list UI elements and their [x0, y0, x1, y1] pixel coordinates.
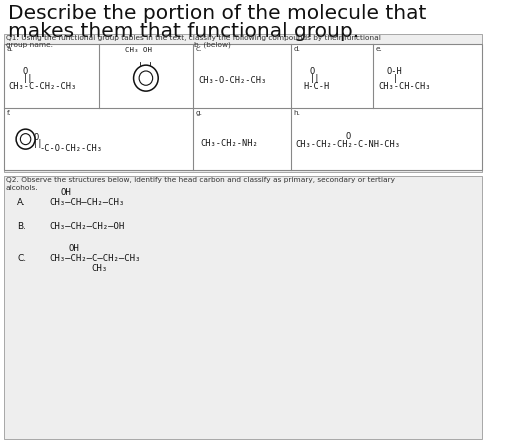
Text: alcohols.: alcohols.: [6, 185, 38, 191]
Text: CH₃-CH₂-CH₂-C-NH-CH₃: CH₃-CH₂-CH₂-C-NH-CH₃: [295, 140, 401, 149]
Text: b. (below): b. (below): [194, 42, 231, 49]
Text: CH₃-CH-CH₃: CH₃-CH-CH₃: [378, 82, 430, 91]
Text: ||: ||: [33, 139, 44, 148]
Text: group name.: group name.: [6, 42, 53, 48]
Text: e.: e.: [376, 46, 383, 52]
Text: CH₃: CH₃: [91, 264, 107, 273]
Text: Q1. Using the functional group tables in the text, classify the following compou: Q1. Using the functional group tables in…: [6, 35, 381, 41]
Text: O-H: O-H: [386, 67, 402, 76]
Text: ||: ||: [23, 74, 33, 83]
Text: C.: C.: [17, 254, 26, 263]
Bar: [4, 44, 482, 170]
Text: CH₃-CH₂-NH₂: CH₃-CH₂-NH₂: [201, 139, 259, 148]
Text: H-C-H: H-C-H: [303, 82, 329, 91]
Text: |: |: [393, 74, 399, 83]
Text: h.: h.: [293, 110, 301, 116]
Text: O: O: [23, 67, 28, 76]
Text: Q2. Observe the structures below, identify the head carbon and classify as prima: Q2. Observe the structures below, identi…: [6, 177, 394, 183]
Text: CH₃-C-CH₂-CH₃: CH₃-C-CH₂-CH₃: [9, 82, 77, 91]
Text: CH₃—CH₂—C—CH₂—CH₃: CH₃—CH₂—C—CH₂—CH₃: [49, 254, 141, 263]
Text: makes them that functional group.: makes them that functional group.: [8, 22, 359, 41]
Text: ||: ||: [310, 74, 320, 83]
Text: c.: c.: [196, 46, 203, 52]
Text: -C-O-CH₂-CH₃: -C-O-CH₂-CH₃: [40, 144, 103, 153]
Text: O: O: [33, 133, 38, 142]
Bar: [4, 34, 482, 172]
Text: CH₃—CH₂—CH₂—OH: CH₃—CH₂—CH₂—OH: [49, 222, 125, 231]
Text: d.: d.: [293, 46, 301, 52]
Text: CH₃—CH—CH₂—CH₃: CH₃—CH—CH₂—CH₃: [49, 198, 125, 207]
Text: a.: a.: [7, 46, 14, 52]
Text: f.: f.: [7, 110, 11, 116]
Text: CH₃ OH: CH₃ OH: [125, 47, 152, 53]
Text: O: O: [310, 67, 315, 76]
Text: Describe the portion of the molecule that: Describe the portion of the molecule tha…: [8, 4, 426, 23]
Text: g.: g.: [196, 110, 203, 116]
Text: OH: OH: [68, 244, 79, 253]
Text: B.: B.: [17, 222, 26, 231]
Text: O: O: [346, 132, 351, 141]
Text: A.: A.: [17, 198, 26, 207]
Text: OH: OH: [61, 188, 71, 197]
Bar: [4, 176, 482, 439]
Text: CH₃-O-CH₂-CH₃: CH₃-O-CH₂-CH₃: [198, 76, 266, 85]
